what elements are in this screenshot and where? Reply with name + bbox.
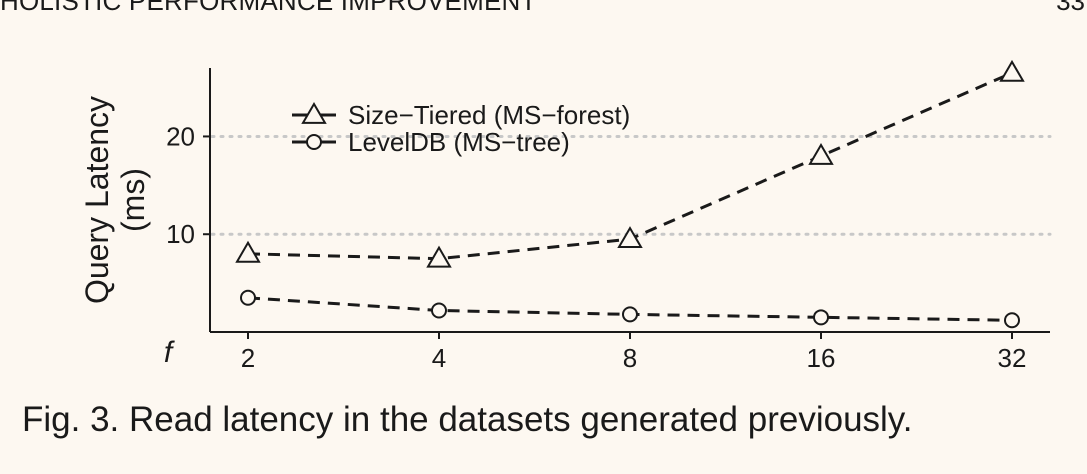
legend: Size−Tiered (MS−forest)LevelDB (MS−tree) <box>292 100 630 157</box>
chart: 10 20 2 4 8 16 32 Size−Tiered (MS−forest)Leve… <box>79 59 1052 373</box>
data-point-1-4 <box>1004 312 1020 329</box>
x-tick-label-1: 4 <box>432 343 446 373</box>
y-tick-label-0: 10 <box>166 219 195 249</box>
y-ticks: 10 20 <box>166 121 210 249</box>
x-tick-label-4: 32 <box>998 343 1027 373</box>
data-point-0-2 <box>617 226 643 249</box>
x-axis-label: f <box>164 336 175 369</box>
legend-label-0: Size−Tiered (MS−forest) <box>348 100 630 130</box>
figure-caption: Fig. 3. Read latency in the datasets gen… <box>22 400 913 439</box>
series-1 <box>240 289 1020 329</box>
legend-marker-1 <box>306 134 322 150</box>
running-title: HOLISTIC PERFORMANCE IMPROVEMENT <box>0 0 537 16</box>
y-tick-label-1: 20 <box>166 121 195 151</box>
legend-label-1: LevelDB (MS−tree) <box>348 127 570 157</box>
y-axis-label-line-1: Query Latency <box>79 96 115 304</box>
legend-marker-0 <box>301 102 327 124</box>
data-point-1-3 <box>813 309 829 326</box>
x-tick-label-0: 2 <box>241 343 255 373</box>
data-point-0-4 <box>999 59 1025 82</box>
x-ticks: 2 4 8 16 32 <box>241 332 1027 373</box>
y-axis-label-line-2: (ms) <box>115 168 151 232</box>
grid-layer <box>210 134 1052 236</box>
data-point-1-1 <box>431 302 447 319</box>
series-layer <box>235 59 1025 329</box>
data-point-0-3 <box>808 143 834 165</box>
data-point-1-2 <box>622 306 638 323</box>
x-tick-label-3: 16 <box>807 343 836 373</box>
series-0 <box>235 59 1025 268</box>
data-point-1-0 <box>240 289 256 306</box>
x-tick-label-2: 8 <box>623 343 637 373</box>
data-point-0-0 <box>235 240 261 263</box>
y-axis-label: Query Latency (ms) <box>79 96 151 304</box>
page-number: 33 <box>1056 0 1085 16</box>
data-point-0-1 <box>426 245 452 268</box>
